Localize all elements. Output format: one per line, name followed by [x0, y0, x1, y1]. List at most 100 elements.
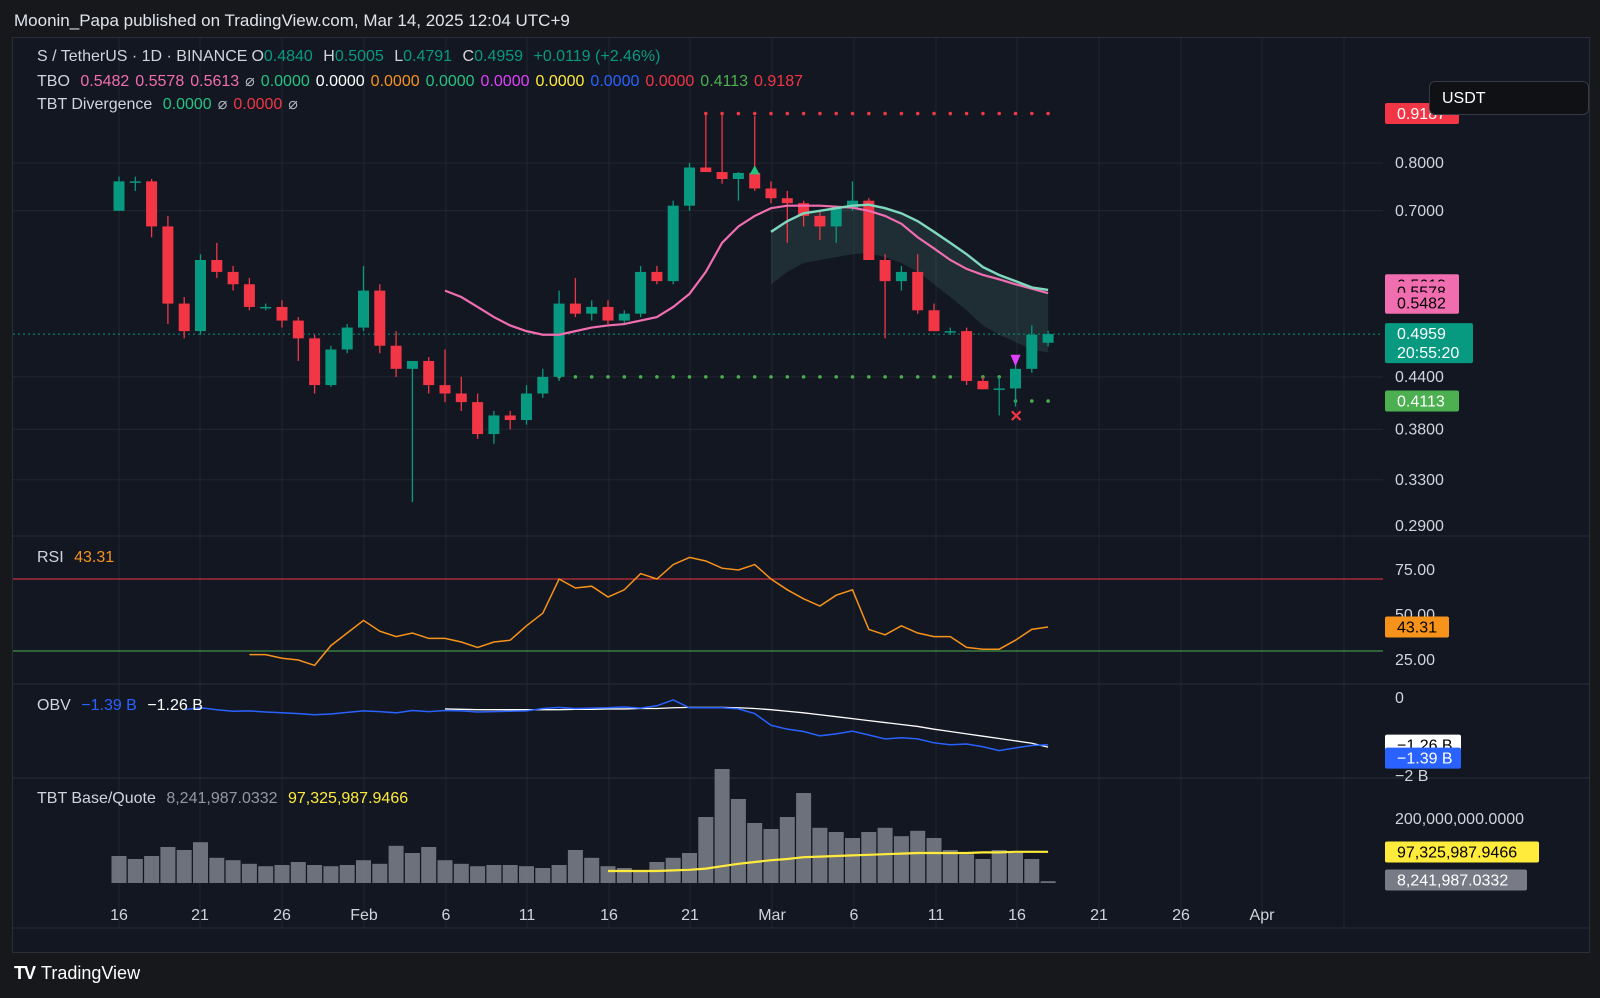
- volume-bar: [502, 865, 518, 883]
- price-tick-label: 0.2900: [1395, 518, 1444, 535]
- price-label-text: 0.5482: [1397, 296, 1446, 313]
- volume-bar: [893, 836, 909, 883]
- resistance-dot: [801, 111, 806, 116]
- volume-bar: [649, 862, 665, 883]
- support-dot: [606, 375, 610, 379]
- support-dot: [932, 375, 936, 379]
- x-tick-label: 11: [519, 907, 536, 924]
- candle-body: [716, 172, 728, 180]
- support-dot: [850, 375, 855, 379]
- x-tick-label: Mar: [758, 907, 786, 924]
- support-dot: [899, 375, 904, 379]
- volume-legend: TBT Base/Quote 8,241,987.0332 97,325,987…: [37, 790, 414, 808]
- candle-body: [472, 402, 484, 435]
- resistance-dot: [932, 111, 936, 116]
- volume-bar: [763, 829, 779, 883]
- price-tick-label: 0.8000: [1395, 155, 1444, 172]
- volume-bar: [551, 865, 567, 883]
- candle-body: [895, 271, 907, 282]
- volume-bar: [404, 853, 420, 883]
- ma-cloud: [771, 204, 1049, 353]
- support-dot: [687, 375, 692, 379]
- obv-line: [184, 699, 1049, 752]
- volume-bar: [1040, 881, 1056, 883]
- candle-body: [504, 415, 516, 421]
- volume-bar: [877, 827, 893, 883]
- x-tick-label: 16: [600, 907, 618, 924]
- cross-marker-icon: ✕: [1010, 408, 1023, 425]
- volume-tick-label: 200,000,000.0000: [1395, 811, 1524, 828]
- volume-bar: [730, 799, 746, 883]
- x-tick-label: 21: [1090, 907, 1108, 924]
- resistance-dot: [834, 111, 838, 116]
- support-dot: [834, 375, 838, 379]
- support-dot: [671, 375, 675, 379]
- volume-bar: [535, 868, 551, 883]
- obv-label[interactable]: OBV: [37, 697, 71, 714]
- resistance-dot: [818, 111, 822, 116]
- divergence-legend: TBT Divergence 0.0000 ⌀ 0.0000 ⌀: [37, 94, 304, 114]
- candle-body: [765, 188, 777, 199]
- obv-tick-label: 0: [1395, 690, 1404, 707]
- low-value: 0.4791: [403, 48, 453, 65]
- divergence-label[interactable]: TBT Divergence: [37, 96, 153, 113]
- volume-label[interactable]: TBT Base/Quote: [37, 790, 156, 807]
- x-tick-label: 26: [1172, 907, 1190, 924]
- x-tick-label: 6: [850, 907, 859, 924]
- price-tick-label: 0.3300: [1395, 472, 1444, 489]
- tbo-value-11: 0.0000: [645, 73, 695, 90]
- volume-bar: [812, 827, 828, 883]
- countdown-label-text: 20:55:20: [1397, 345, 1459, 362]
- support-dot: [915, 375, 920, 379]
- volume-bar: [698, 817, 714, 883]
- obv-ma-value: −1.26 B: [147, 697, 203, 714]
- tbo-value-5: 0.0000: [315, 73, 365, 90]
- price-label-text: 0.4113: [1397, 393, 1445, 410]
- candle-body: [488, 415, 500, 435]
- volume-label-text: 8,241,987.0332: [1397, 873, 1508, 890]
- rsi-label[interactable]: RSI: [37, 549, 64, 566]
- candle-body: [146, 181, 158, 227]
- change-value: +0.0119 (+2.46%): [533, 48, 661, 65]
- volume-bar: [1008, 853, 1023, 883]
- candle-body: [374, 290, 386, 346]
- tbo-value-10: 0.0000: [590, 73, 640, 90]
- volume-bar: [372, 863, 388, 883]
- rsi-legend: RSI 43.31: [37, 549, 120, 567]
- volume-bar: [356, 860, 371, 883]
- candle-body: [243, 284, 255, 307]
- tbo-value-6: 0.0000: [370, 73, 420, 90]
- support-dot: [589, 375, 594, 379]
- volume-bar: [111, 856, 127, 883]
- support-dot: [867, 375, 871, 379]
- main-legend: S / TetherUS · 1D · BINANCE O0.4840 H0.50…: [37, 48, 666, 66]
- obv-legend: OBV −1.39 B −1.26 B: [37, 697, 209, 715]
- support-dot: [573, 375, 578, 379]
- x-tick-label: 16: [110, 907, 128, 924]
- chart-svg[interactable]: 0.8000 0.7000 0.4400 0.3800 0.3300 0.2900 ✕ 0.9…: [13, 38, 1589, 952]
- chart-frame[interactable]: 0.8000 0.7000 0.4400 0.3800 0.3300 0.2900 ✕ 0.9…: [12, 37, 1590, 953]
- candle-body: [162, 226, 174, 304]
- candle-body: [113, 181, 125, 211]
- candle-body: [618, 313, 630, 321]
- x-tick-label: 16: [1008, 907, 1026, 924]
- resistance-dot: [997, 111, 1001, 116]
- symbol-label[interactable]: S / TetherUS · 1D · BINANCE: [37, 48, 248, 65]
- volume-bar: [682, 853, 697, 883]
- candle-body: [684, 167, 695, 206]
- candle-body: [781, 198, 793, 204]
- candle-body: [455, 393, 467, 403]
- price-tick-label: 0.4400: [1395, 369, 1444, 386]
- candle-body: [667, 205, 679, 282]
- tbo-value-8: 0.0000: [480, 73, 530, 90]
- ma-teal-line: [770, 203, 1049, 292]
- tbo-label[interactable]: TBO: [37, 73, 70, 90]
- footer-brand[interactable]: TV TradingView: [14, 963, 140, 984]
- tbo-value-4: 0.0000: [260, 73, 310, 90]
- currency-selector[interactable]: USDT: [1429, 81, 1589, 115]
- candle-body: [227, 271, 239, 285]
- candle-body: [260, 306, 272, 309]
- volume-bar: [241, 863, 257, 883]
- candle-body: [537, 376, 549, 394]
- tbo-value-7: 0.0000: [425, 73, 475, 90]
